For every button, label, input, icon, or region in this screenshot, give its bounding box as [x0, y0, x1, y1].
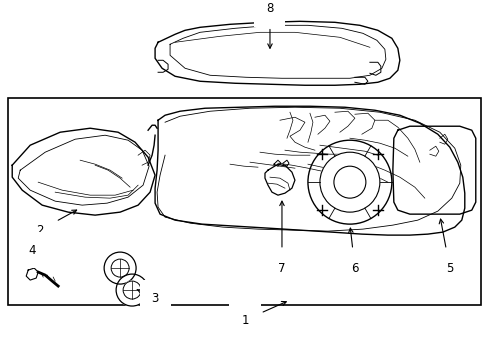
Text: 6: 6	[348, 228, 358, 275]
Circle shape	[307, 140, 391, 224]
Polygon shape	[12, 128, 155, 215]
Circle shape	[111, 259, 129, 277]
Circle shape	[319, 152, 379, 212]
Text: 8: 8	[266, 2, 273, 48]
Circle shape	[116, 274, 148, 306]
Text: 2: 2	[37, 210, 77, 237]
Bar	[8, 98, 480, 305]
Polygon shape	[392, 126, 475, 214]
Polygon shape	[26, 268, 38, 280]
Text: 1: 1	[241, 301, 285, 327]
Text: 7: 7	[278, 201, 285, 275]
Polygon shape	[155, 106, 464, 235]
Circle shape	[123, 281, 141, 299]
Text: 4: 4	[28, 244, 36, 264]
Text: 5: 5	[438, 219, 452, 275]
Polygon shape	[155, 21, 399, 85]
Text: 3: 3	[137, 289, 159, 305]
Circle shape	[333, 166, 365, 198]
Polygon shape	[264, 164, 294, 195]
Circle shape	[104, 252, 136, 284]
